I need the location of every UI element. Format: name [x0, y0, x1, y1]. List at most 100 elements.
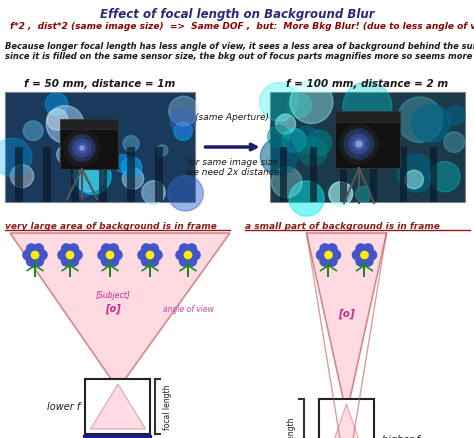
- Circle shape: [69, 244, 79, 254]
- Circle shape: [109, 244, 118, 254]
- Bar: [5, 93, 195, 202]
- Circle shape: [98, 251, 108, 260]
- Circle shape: [327, 257, 337, 267]
- Circle shape: [152, 251, 162, 260]
- Circle shape: [287, 94, 311, 118]
- Text: focal length: focal length: [287, 416, 296, 438]
- Bar: [280, 148, 287, 202]
- Circle shape: [72, 251, 82, 260]
- Text: angle of view: angle of view: [163, 305, 214, 314]
- Circle shape: [353, 139, 365, 151]
- Circle shape: [62, 244, 72, 254]
- Circle shape: [268, 126, 290, 148]
- Circle shape: [56, 146, 75, 164]
- Text: focal length: focal length: [164, 384, 173, 429]
- Bar: [335, 121, 400, 169]
- Circle shape: [149, 244, 158, 254]
- Text: f = 100 mm, distance = 2 m: f = 100 mm, distance = 2 m: [286, 79, 448, 89]
- Text: very large area of background is in frame: very large area of background is in fram…: [5, 222, 217, 230]
- Circle shape: [157, 145, 168, 157]
- Circle shape: [307, 131, 332, 156]
- Circle shape: [271, 118, 289, 136]
- Bar: [335, 112, 400, 123]
- Circle shape: [23, 122, 43, 141]
- Circle shape: [187, 244, 197, 254]
- Circle shape: [356, 187, 372, 203]
- Bar: [270, 93, 465, 202]
- Circle shape: [275, 115, 296, 135]
- Circle shape: [47, 110, 68, 131]
- Circle shape: [76, 182, 91, 198]
- Circle shape: [176, 251, 186, 260]
- Text: Effect of focal length on Background Blur: Effect of focal length on Background Blu…: [100, 8, 374, 21]
- Text: [Subject]: [Subject]: [96, 290, 130, 299]
- Bar: [99, 148, 107, 202]
- Circle shape: [74, 158, 111, 195]
- Circle shape: [122, 169, 144, 190]
- Circle shape: [141, 244, 151, 254]
- Circle shape: [27, 257, 36, 267]
- Circle shape: [64, 131, 100, 166]
- Circle shape: [77, 144, 87, 154]
- Circle shape: [168, 176, 203, 212]
- Circle shape: [34, 244, 44, 254]
- Text: f*2 ,  dist*2 (same image size)  =>  Same DOF ,  but:  More Bkg Blur! (due to le: f*2 , dist*2 (same image size) => Same D…: [10, 22, 474, 31]
- Circle shape: [73, 140, 91, 158]
- Circle shape: [343, 82, 392, 131]
- Circle shape: [109, 257, 118, 267]
- Circle shape: [260, 83, 298, 122]
- Circle shape: [169, 97, 198, 127]
- Bar: [85, 379, 151, 434]
- Circle shape: [430, 162, 460, 192]
- Text: Because longer focal length has less angle of view, it sees a less area of backg: Because longer focal length has less ang…: [5, 42, 474, 61]
- Circle shape: [58, 251, 68, 260]
- Circle shape: [69, 257, 79, 267]
- Text: a small part of background is in frame: a small part of background is in frame: [245, 222, 440, 230]
- Circle shape: [344, 130, 374, 159]
- Circle shape: [31, 252, 39, 259]
- Circle shape: [317, 251, 326, 260]
- Circle shape: [190, 251, 200, 260]
- Circle shape: [331, 251, 341, 260]
- Bar: [15, 148, 23, 202]
- Circle shape: [320, 257, 330, 267]
- Polygon shape: [322, 404, 371, 438]
- Circle shape: [349, 135, 369, 155]
- Bar: [155, 148, 163, 202]
- Circle shape: [69, 136, 95, 162]
- Circle shape: [405, 171, 423, 190]
- Bar: [340, 148, 347, 202]
- Circle shape: [27, 244, 36, 254]
- Text: for same image size
we need 2x distance: for same image size we need 2x distance: [186, 158, 279, 177]
- Circle shape: [180, 244, 190, 254]
- Text: lower f: lower f: [47, 402, 81, 412]
- Circle shape: [339, 125, 379, 165]
- Circle shape: [397, 98, 443, 143]
- Circle shape: [352, 251, 362, 260]
- Circle shape: [444, 133, 465, 153]
- Circle shape: [138, 251, 148, 260]
- Bar: [43, 148, 51, 202]
- Circle shape: [0, 139, 32, 177]
- Circle shape: [62, 257, 72, 267]
- Circle shape: [363, 244, 373, 254]
- Circle shape: [23, 251, 33, 260]
- Circle shape: [356, 244, 366, 254]
- Circle shape: [149, 257, 158, 267]
- Bar: [310, 148, 317, 202]
- Text: [o]: [o]: [105, 303, 121, 314]
- Circle shape: [37, 251, 47, 260]
- Circle shape: [101, 244, 111, 254]
- Circle shape: [363, 257, 373, 267]
- Bar: [60, 120, 118, 130]
- Circle shape: [170, 110, 196, 135]
- Text: f = 50 mm, distance = 1m: f = 50 mm, distance = 1m: [24, 79, 176, 89]
- Circle shape: [187, 257, 197, 267]
- Polygon shape: [91, 384, 146, 429]
- Circle shape: [292, 127, 320, 155]
- Circle shape: [272, 168, 302, 198]
- Text: [o]: [o]: [338, 308, 355, 318]
- Circle shape: [397, 155, 435, 193]
- Circle shape: [73, 162, 104, 192]
- Circle shape: [141, 257, 151, 267]
